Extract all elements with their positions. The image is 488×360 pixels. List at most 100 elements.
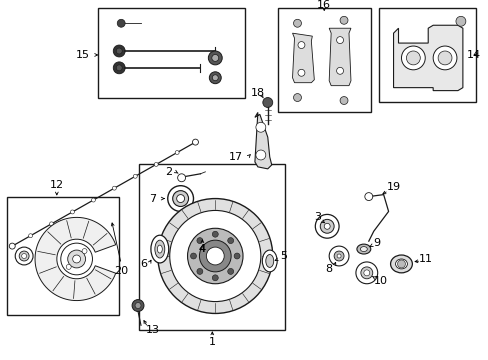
Circle shape [67, 250, 85, 268]
Circle shape [91, 198, 95, 202]
Circle shape [315, 215, 338, 238]
Circle shape [19, 251, 29, 261]
Text: 8: 8 [325, 264, 332, 274]
Circle shape [320, 219, 333, 233]
Text: 4: 4 [199, 244, 205, 254]
Circle shape [255, 150, 265, 160]
Text: 4: 4 [199, 244, 205, 254]
Polygon shape [328, 28, 350, 86]
Polygon shape [254, 112, 271, 169]
Circle shape [135, 302, 141, 309]
Circle shape [49, 222, 53, 226]
Circle shape [117, 19, 125, 27]
Ellipse shape [356, 244, 370, 254]
Circle shape [339, 16, 347, 24]
Circle shape [339, 96, 347, 104]
Text: 12: 12 [50, 180, 64, 190]
Circle shape [297, 69, 305, 76]
Circle shape [333, 251, 344, 261]
Circle shape [133, 174, 137, 178]
Ellipse shape [390, 255, 411, 273]
Text: 13: 13 [145, 325, 160, 335]
Circle shape [363, 270, 369, 276]
Ellipse shape [155, 240, 164, 258]
Bar [378, 8, 475, 103]
Circle shape [234, 253, 240, 259]
Circle shape [73, 255, 81, 263]
Circle shape [336, 67, 343, 74]
Text: 5: 5 [280, 251, 286, 261]
Circle shape [212, 275, 218, 281]
Circle shape [192, 139, 198, 145]
Circle shape [113, 62, 125, 74]
Ellipse shape [151, 235, 168, 263]
Ellipse shape [265, 255, 273, 267]
Circle shape [208, 51, 222, 65]
Circle shape [401, 46, 425, 70]
Text: 17: 17 [228, 152, 243, 162]
Text: 14: 14 [466, 50, 480, 60]
Circle shape [190, 253, 196, 259]
Circle shape [116, 48, 122, 54]
Polygon shape [292, 33, 314, 83]
Circle shape [293, 19, 301, 27]
Circle shape [28, 234, 33, 238]
Circle shape [212, 231, 218, 237]
Ellipse shape [262, 250, 277, 272]
Text: 6: 6 [140, 259, 147, 269]
Circle shape [297, 42, 305, 49]
Circle shape [455, 16, 465, 26]
Bar [139, 164, 284, 330]
Polygon shape [35, 217, 116, 301]
Circle shape [177, 174, 185, 182]
Text: 7: 7 [148, 194, 156, 203]
Text: 2: 2 [165, 167, 172, 177]
Circle shape [437, 51, 451, 65]
Circle shape [70, 210, 74, 214]
Circle shape [293, 94, 301, 102]
Circle shape [432, 46, 456, 70]
Circle shape [154, 162, 158, 166]
Circle shape [328, 246, 348, 266]
Circle shape [9, 243, 15, 249]
Ellipse shape [360, 247, 366, 252]
Circle shape [21, 253, 26, 258]
Circle shape [209, 72, 221, 84]
Circle shape [227, 269, 233, 274]
Circle shape [15, 247, 33, 265]
Bar [7, 197, 119, 315]
Circle shape [206, 247, 224, 265]
Circle shape [197, 221, 207, 231]
Circle shape [262, 98, 272, 107]
Circle shape [169, 211, 260, 302]
Circle shape [66, 265, 71, 269]
Circle shape [355, 262, 377, 284]
Circle shape [176, 195, 184, 203]
Circle shape [116, 65, 122, 71]
Bar [98, 8, 244, 98]
Circle shape [187, 228, 243, 284]
Text: 9: 9 [372, 238, 380, 248]
Circle shape [113, 45, 125, 57]
Text: 16: 16 [317, 0, 330, 10]
Polygon shape [393, 25, 462, 91]
Circle shape [167, 186, 193, 211]
Circle shape [212, 75, 218, 81]
Text: 3: 3 [313, 212, 320, 222]
Text: 11: 11 [418, 254, 432, 264]
Circle shape [336, 37, 343, 44]
Text: 18: 18 [250, 87, 264, 98]
Circle shape [132, 300, 143, 311]
Circle shape [82, 249, 87, 253]
Circle shape [197, 269, 203, 274]
Text: 19: 19 [386, 182, 400, 192]
Circle shape [406, 51, 419, 65]
Ellipse shape [395, 259, 407, 269]
Text: 15: 15 [75, 50, 89, 60]
Circle shape [172, 191, 188, 207]
Bar [277, 8, 370, 112]
Text: 20: 20 [114, 266, 128, 276]
Circle shape [336, 254, 340, 258]
Ellipse shape [157, 245, 162, 253]
Circle shape [360, 267, 372, 279]
